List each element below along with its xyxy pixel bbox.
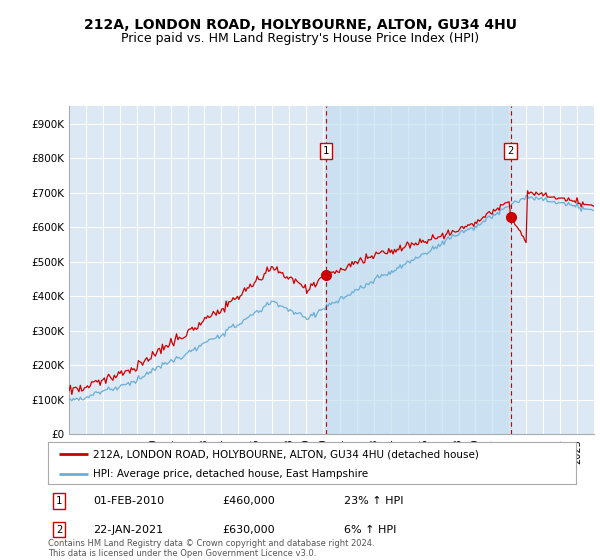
Text: 23% ↑ HPI: 23% ↑ HPI bbox=[344, 496, 403, 506]
Text: 6% ↑ HPI: 6% ↑ HPI bbox=[344, 525, 396, 535]
Text: 01-FEB-2010: 01-FEB-2010 bbox=[93, 496, 164, 506]
Text: £460,000: £460,000 bbox=[222, 496, 275, 506]
Text: 212A, LONDON ROAD, HOLYBOURNE, ALTON, GU34 4HU (detached house): 212A, LONDON ROAD, HOLYBOURNE, ALTON, GU… bbox=[93, 449, 479, 459]
Text: 212A, LONDON ROAD, HOLYBOURNE, ALTON, GU34 4HU: 212A, LONDON ROAD, HOLYBOURNE, ALTON, GU… bbox=[83, 18, 517, 32]
Text: 2: 2 bbox=[508, 146, 514, 156]
Text: 1: 1 bbox=[323, 146, 329, 156]
Text: 2: 2 bbox=[56, 525, 62, 535]
Bar bbox=[326, 106, 511, 434]
Text: HPI: Average price, detached house, East Hampshire: HPI: Average price, detached house, East… bbox=[93, 469, 368, 479]
Text: Price paid vs. HM Land Registry's House Price Index (HPI): Price paid vs. HM Land Registry's House … bbox=[121, 32, 479, 45]
Text: Contains HM Land Registry data © Crown copyright and database right 2024.
This d: Contains HM Land Registry data © Crown c… bbox=[48, 539, 374, 558]
Text: 22-JAN-2021: 22-JAN-2021 bbox=[93, 525, 163, 535]
Text: 1: 1 bbox=[56, 496, 62, 506]
Text: £630,000: £630,000 bbox=[222, 525, 275, 535]
